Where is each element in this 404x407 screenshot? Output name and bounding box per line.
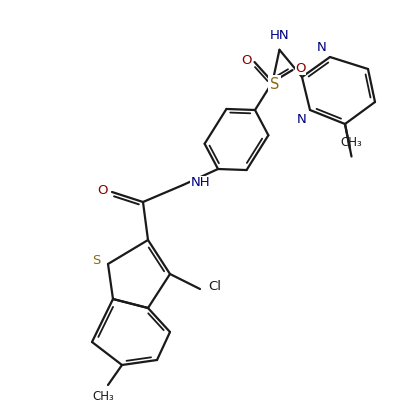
Text: N: N — [317, 41, 327, 54]
Text: S: S — [270, 77, 279, 92]
Text: HN: HN — [269, 29, 289, 42]
Text: O: O — [97, 184, 107, 197]
Text: N: N — [297, 113, 307, 126]
Text: NH: NH — [191, 177, 210, 190]
Text: S: S — [92, 254, 100, 267]
Text: CH₃: CH₃ — [341, 136, 362, 149]
Text: O: O — [295, 61, 306, 74]
Text: O: O — [241, 54, 252, 66]
Text: Cl: Cl — [208, 280, 221, 293]
Text: CH₃: CH₃ — [92, 390, 114, 403]
